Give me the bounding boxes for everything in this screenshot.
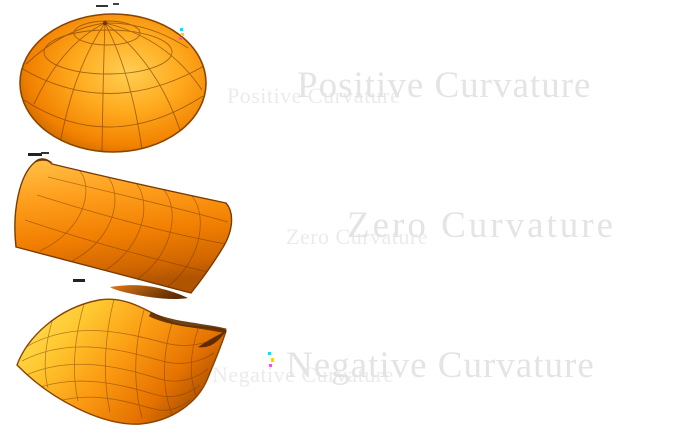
- dome-surface-svg: [19, 13, 207, 153]
- label-negative-curvature-echo: Negative Curvature: [212, 362, 394, 387]
- saddle-far-edge-wedge: [110, 285, 188, 300]
- artifact-dash: [96, 5, 108, 7]
- cylinder-rim-edge: [33, 158, 53, 164]
- saddle-surface: [2, 285, 272, 439]
- label-zero-curvature-echo: Zero Curvature: [286, 224, 428, 249]
- label-positive-curvature: Positive Curvature: [297, 65, 592, 106]
- saddle-fold-edge: [148, 311, 227, 334]
- dome-body: [19, 13, 207, 153]
- artifact-dash: [113, 3, 119, 5]
- artifact-dot: [268, 352, 271, 355]
- artifact-dash: [28, 153, 42, 156]
- cylinder-wireframe: [24, 168, 229, 289]
- dome-wireframe: [20, 20, 205, 152]
- artifact-dot: [271, 358, 274, 362]
- artifact-dot: [180, 28, 183, 31]
- dome-pole-dot: [102, 20, 108, 26]
- artifact-dash: [41, 152, 49, 154]
- dome-surface: [10, 6, 210, 156]
- label-negative-curvature: Negative Curvature: [286, 345, 595, 386]
- artifact-dot: [269, 364, 272, 367]
- cylinder-surface: [8, 150, 240, 298]
- artifact-dot: [179, 37, 182, 40]
- cylinder-body: [14, 158, 233, 294]
- saddle-fold-beak: [198, 331, 226, 348]
- saddle-surface-svg: [16, 285, 227, 425]
- saddle-body: [16, 298, 227, 425]
- label-positive-curvature-echo: Positive Curvature: [227, 83, 401, 108]
- saddle-wireframe: [21, 299, 221, 419]
- cylinder-surface-svg: [14, 158, 233, 294]
- artifact-dash: [73, 279, 85, 282]
- label-zero-curvature: Zero Curvature: [347, 205, 617, 246]
- artifact-dot: [181, 33, 184, 36]
